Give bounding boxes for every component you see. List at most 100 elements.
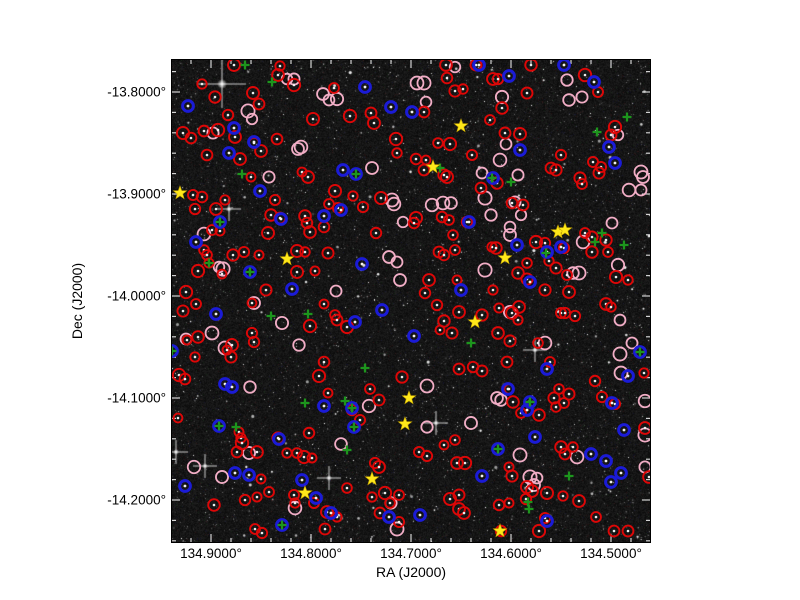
source-dot xyxy=(436,141,440,145)
blue-circle-marker xyxy=(209,307,223,321)
blue-circle-marker xyxy=(502,69,516,83)
red-circle-marker xyxy=(422,273,436,287)
source-dot xyxy=(397,493,401,497)
source-dot xyxy=(592,80,596,84)
green-cross-marker xyxy=(300,398,310,408)
red-circle-marker xyxy=(475,308,489,322)
green-cross-marker xyxy=(277,520,287,530)
source-dot xyxy=(395,151,399,155)
source-dot xyxy=(500,106,504,110)
green-cross-marker xyxy=(590,237,600,247)
source-dot xyxy=(242,250,246,254)
red-circle-marker xyxy=(607,524,621,538)
source-dot xyxy=(176,416,180,420)
source-dot xyxy=(518,148,522,152)
blue-circle-marker xyxy=(375,303,389,317)
blue-circle-marker xyxy=(617,423,631,437)
source-dot xyxy=(253,527,257,531)
source-dot xyxy=(302,455,306,459)
source-dot xyxy=(425,454,429,458)
source-dot xyxy=(231,253,235,257)
pink-circle-marker xyxy=(361,398,377,414)
source-dot xyxy=(186,104,190,108)
source-dot xyxy=(285,451,289,455)
source-dot xyxy=(525,261,529,265)
blue-circle-marker xyxy=(472,60,486,72)
source-dot xyxy=(517,305,521,309)
pink-circle-marker xyxy=(448,60,462,74)
source-dot xyxy=(545,491,549,495)
green-cross-marker xyxy=(240,60,250,70)
red-circle-marker xyxy=(498,126,512,140)
red-circle-marker xyxy=(484,114,496,126)
red-circle-marker xyxy=(299,246,311,258)
source-dot xyxy=(521,203,525,207)
red-circle-marker xyxy=(288,489,300,501)
source-dot xyxy=(503,131,507,135)
source-dot xyxy=(200,82,204,86)
red-circle-marker xyxy=(341,482,353,494)
source-dot xyxy=(252,140,256,144)
source-dot xyxy=(554,405,558,409)
source-dot xyxy=(614,275,618,279)
green-cross-marker xyxy=(347,403,357,413)
pink-circle-marker xyxy=(424,197,440,213)
source-dot xyxy=(322,404,326,408)
blue-circle-marker xyxy=(523,395,537,409)
red-circle-marker xyxy=(434,324,446,336)
red-circle-marker xyxy=(301,170,315,184)
blue-circle-marker xyxy=(523,275,537,289)
source-dot xyxy=(266,231,270,235)
pink-circle-marker xyxy=(511,168,525,182)
pink-circle-marker xyxy=(274,315,290,331)
pink-circle-marker xyxy=(390,255,404,269)
green-cross-marker xyxy=(342,445,352,455)
red-circle-marker xyxy=(562,285,576,299)
source-dot xyxy=(607,145,611,149)
green-cross-marker xyxy=(435,163,445,173)
red-circle-marker xyxy=(503,497,515,509)
source-dot xyxy=(536,341,540,345)
red-circle-marker xyxy=(388,131,404,147)
pink-circle-marker xyxy=(186,459,202,475)
source-dot xyxy=(545,519,549,523)
source-dot xyxy=(292,83,296,87)
red-circle-marker xyxy=(638,421,650,435)
source-dot xyxy=(606,250,610,254)
source-dot xyxy=(626,374,630,378)
source-dot xyxy=(488,118,492,122)
red-circle-marker xyxy=(489,241,503,255)
source-dot xyxy=(412,334,416,338)
source-dot xyxy=(310,456,314,460)
blue-circle-marker xyxy=(604,475,618,489)
red-circle-marker xyxy=(172,367,187,383)
red-circle-marker xyxy=(176,304,190,318)
yellow-star-marker xyxy=(497,250,513,265)
source-dot xyxy=(445,76,449,80)
source-dot xyxy=(247,473,251,477)
blue-circle-marker xyxy=(520,403,534,417)
red-circle-marker xyxy=(562,387,576,401)
blue-circle-marker xyxy=(599,454,613,468)
source-dot xyxy=(414,157,418,161)
red-circle-marker xyxy=(443,214,455,226)
red-circle-marker xyxy=(203,257,215,269)
blue-circle-marker xyxy=(413,508,427,522)
source-dot xyxy=(269,213,273,217)
source-dot xyxy=(229,355,233,359)
red-circle-marker xyxy=(246,297,258,309)
source-dot xyxy=(455,278,459,282)
red-circle-marker xyxy=(226,248,240,262)
green-cross-marker xyxy=(487,173,497,183)
red-circle-marker xyxy=(500,355,514,369)
red-circle-marker xyxy=(544,356,556,368)
pink-circle-marker xyxy=(611,128,625,142)
source-dot xyxy=(377,465,381,469)
green-cross-marker xyxy=(349,422,359,432)
blue-circle-marker xyxy=(528,430,542,444)
red-circle-marker xyxy=(356,200,370,214)
source-dot xyxy=(181,309,185,313)
blue-circle-marker xyxy=(358,80,372,94)
green-cross-marker xyxy=(340,396,350,406)
red-circle-marker xyxy=(511,266,525,280)
